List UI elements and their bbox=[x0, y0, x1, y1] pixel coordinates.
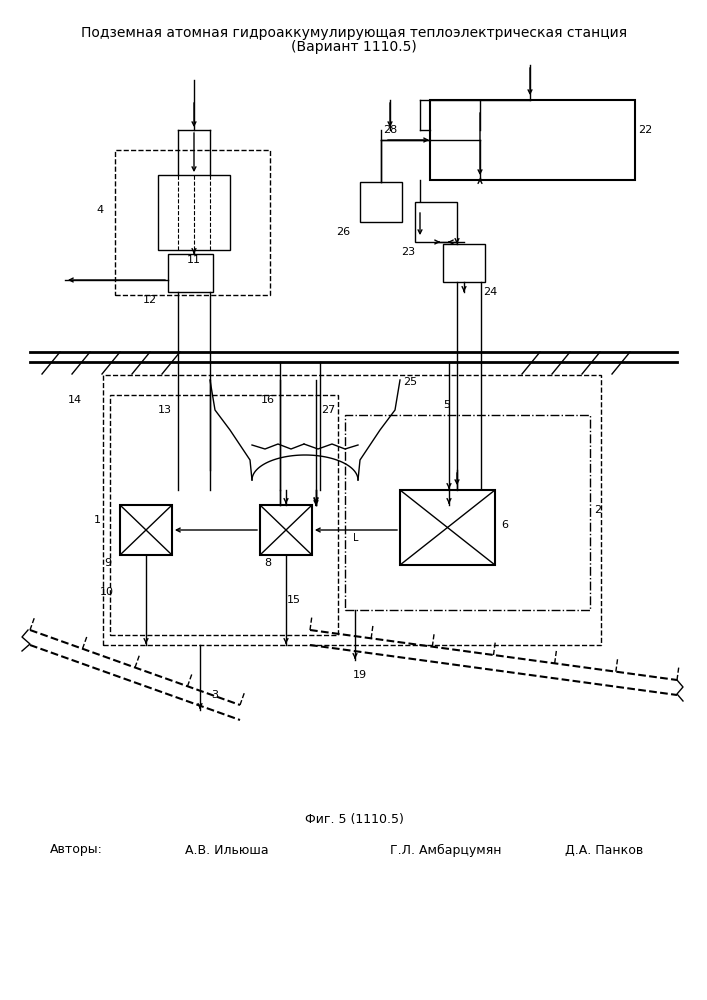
Text: 4: 4 bbox=[96, 205, 103, 215]
Text: 1: 1 bbox=[93, 515, 100, 525]
Text: 12: 12 bbox=[143, 295, 157, 305]
Bar bbox=[103, 375, 601, 645]
Text: 15: 15 bbox=[287, 595, 301, 605]
Text: 22: 22 bbox=[638, 125, 652, 135]
Bar bbox=[400, 490, 495, 565]
Text: 3: 3 bbox=[211, 690, 218, 700]
Text: 10: 10 bbox=[100, 587, 114, 597]
Text: 25: 25 bbox=[403, 377, 417, 387]
Text: 23: 23 bbox=[401, 247, 415, 257]
Bar bbox=[345, 415, 590, 610]
Text: 26: 26 bbox=[336, 227, 350, 237]
Text: 2: 2 bbox=[595, 505, 602, 515]
Text: 11: 11 bbox=[187, 255, 201, 265]
Text: Подземная атомная гидроаккумулирующая теплоэлектрическая станция: Подземная атомная гидроаккумулирующая те… bbox=[81, 26, 627, 40]
Bar bbox=[430, 100, 635, 180]
Bar bbox=[415, 202, 457, 242]
Bar bbox=[260, 505, 312, 555]
Text: 24: 24 bbox=[483, 287, 497, 297]
Text: Д.А. Панков: Д.А. Панков bbox=[565, 844, 643, 856]
Bar bbox=[168, 254, 213, 292]
Bar bbox=[115, 150, 270, 295]
Text: 16: 16 bbox=[261, 395, 275, 405]
Text: Г.Л. Амбарцумян: Г.Л. Амбарцумян bbox=[390, 843, 501, 857]
Text: 9: 9 bbox=[105, 558, 112, 568]
Text: L: L bbox=[354, 533, 358, 543]
Text: Фиг. 5 (1110.5): Фиг. 5 (1110.5) bbox=[305, 814, 404, 826]
Bar bbox=[110, 395, 338, 635]
Text: 8: 8 bbox=[264, 558, 271, 568]
Text: 19: 19 bbox=[353, 670, 367, 680]
Text: А.В. Ильюша: А.В. Ильюша bbox=[185, 844, 269, 856]
Bar bbox=[360, 182, 402, 222]
Text: 28: 28 bbox=[383, 125, 397, 135]
Text: 14: 14 bbox=[68, 395, 82, 405]
Bar bbox=[443, 244, 485, 282]
Text: Авторы:: Авторы: bbox=[50, 844, 103, 856]
Bar bbox=[120, 505, 172, 555]
Text: 27: 27 bbox=[321, 405, 335, 415]
Text: 6: 6 bbox=[501, 520, 508, 530]
Bar bbox=[158, 175, 230, 250]
Text: 5: 5 bbox=[443, 400, 450, 410]
Text: (Вариант 1110.5): (Вариант 1110.5) bbox=[291, 40, 417, 54]
Text: 13: 13 bbox=[158, 405, 172, 415]
